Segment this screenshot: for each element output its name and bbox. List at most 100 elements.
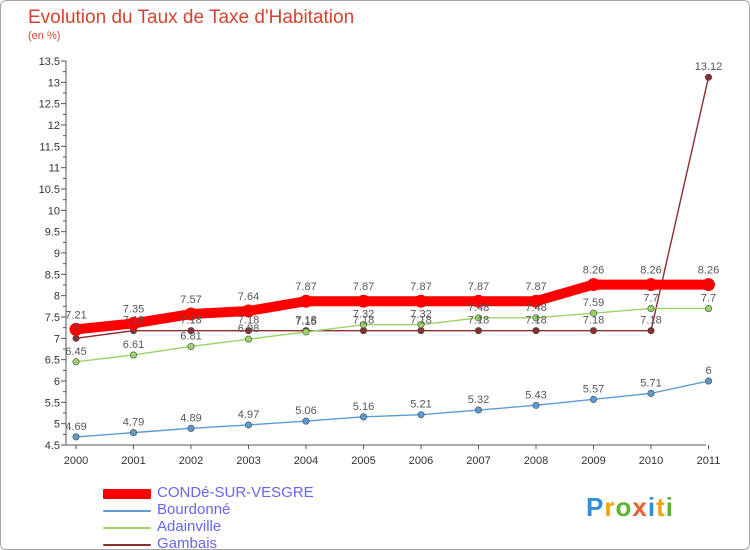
data-label: 5.71 [640, 377, 661, 389]
data-point [127, 316, 140, 330]
data-label: 7.7 [701, 292, 716, 304]
data-point [242, 304, 255, 318]
data-point [245, 421, 253, 429]
data-point [704, 377, 712, 385]
legend-swatch [103, 527, 151, 529]
data-point [417, 321, 425, 329]
data-point [184, 307, 198, 321]
data-point [589, 309, 597, 317]
chart-unit: (en %) [28, 30, 61, 42]
data-point [532, 314, 540, 322]
series-line-2 [75, 307, 709, 363]
x-tick-label: 2001 [121, 455, 145, 467]
data-point [417, 411, 425, 419]
y-tick-label: 11 [49, 163, 60, 175]
y-tick-label: 6 [54, 376, 60, 388]
x-tick-label: 2000 [64, 455, 88, 467]
x-tick-label: 2002 [179, 455, 203, 467]
y-tick-label: 8 [54, 291, 60, 303]
data-label: 7.32 [410, 309, 431, 321]
legend-swatch [103, 544, 151, 546]
logo-letter: o [615, 492, 633, 522]
data-point [532, 401, 540, 409]
data-label: 7.48 [468, 302, 489, 314]
data-point [299, 294, 313, 308]
data-label: 5.06 [295, 405, 316, 417]
legend-swatch [103, 510, 151, 512]
data-label: 7.7 [643, 292, 658, 304]
data-label: 7.18 [123, 315, 144, 327]
data-point [130, 429, 138, 437]
data-point [357, 294, 370, 308]
data-point [587, 278, 600, 292]
data-label: 5.21 [410, 399, 431, 411]
data-label: 7.15 [295, 316, 316, 328]
x-tick-label: 2005 [351, 455, 375, 467]
data-label: 4.79 [123, 417, 144, 429]
data-label: 7.21 [65, 309, 86, 321]
x-tick-label: 2003 [236, 455, 260, 467]
y-tick-label: 7.5 [45, 312, 60, 324]
data-label: 7.57 [180, 294, 201, 306]
chart-title: Evolution du Taux de Taxe d'Habitation [28, 7, 355, 28]
legend-swatch [103, 489, 151, 499]
data-point [69, 322, 83, 336]
x-tick-label: 2007 [466, 455, 490, 467]
data-label: 4.69 [65, 421, 86, 433]
y-tick-label: 10 [48, 205, 60, 217]
data-point [245, 327, 253, 335]
data-label: 6.61 [123, 339, 144, 351]
data-point [187, 327, 195, 335]
data-point [72, 433, 80, 441]
data-points [69, 73, 715, 441]
x-tick-label: 2010 [639, 455, 663, 467]
data-point [414, 294, 428, 308]
y-tick-label: 13 [48, 77, 60, 89]
data-point [359, 327, 367, 335]
logo-letter: P [586, 492, 605, 522]
data-label: 7.87 [353, 281, 374, 293]
data-point [702, 278, 715, 292]
y-tick-label: 6.5 [45, 355, 60, 367]
data-point [704, 304, 712, 312]
data-point [589, 327, 597, 335]
logo-letter: x [632, 492, 648, 522]
data-label: 7.35 [123, 303, 144, 315]
data-label: 4.97 [238, 409, 259, 421]
data-label: 7.87 [410, 281, 431, 293]
data-point [72, 358, 80, 366]
data-point [187, 424, 195, 432]
data-label: 7.18 [410, 315, 431, 327]
y-tick-label: 8.5 [45, 269, 60, 281]
data-label: 5.16 [353, 401, 374, 413]
series-line-3 [75, 77, 710, 340]
proxiti-logo: Proxiti [586, 492, 674, 523]
data-label: 6.45 [65, 346, 86, 358]
y-tick-label: 4.5 [45, 440, 60, 452]
data-point [187, 342, 195, 350]
y-tick-label: 9.5 [45, 227, 60, 239]
y-tick-label: 5 [54, 419, 60, 431]
data-label: 7.18 [353, 315, 374, 327]
data-point [245, 335, 253, 343]
y-tick-label: 5.5 [45, 397, 60, 409]
data-point [72, 334, 80, 342]
legend-label: CONDé-SUR-VESGRE [157, 484, 314, 501]
series-line-0 [75, 279, 709, 335]
logo-letter: i [665, 492, 674, 522]
data-point [704, 73, 712, 81]
x-tick-label: 2006 [409, 455, 433, 467]
logo-letter: r [604, 492, 616, 522]
y-tick-label: 12 [48, 120, 60, 132]
data-point [359, 321, 367, 329]
data-label: 7.87 [468, 281, 489, 293]
legend-label: Bourdonné [157, 501, 231, 518]
x-tick-label: 2011 [697, 455, 721, 467]
data-point [647, 389, 655, 397]
data-label: 7.18 [238, 315, 259, 327]
data-point [474, 327, 482, 335]
data-label: 7 [73, 322, 79, 334]
data-point [130, 351, 138, 359]
